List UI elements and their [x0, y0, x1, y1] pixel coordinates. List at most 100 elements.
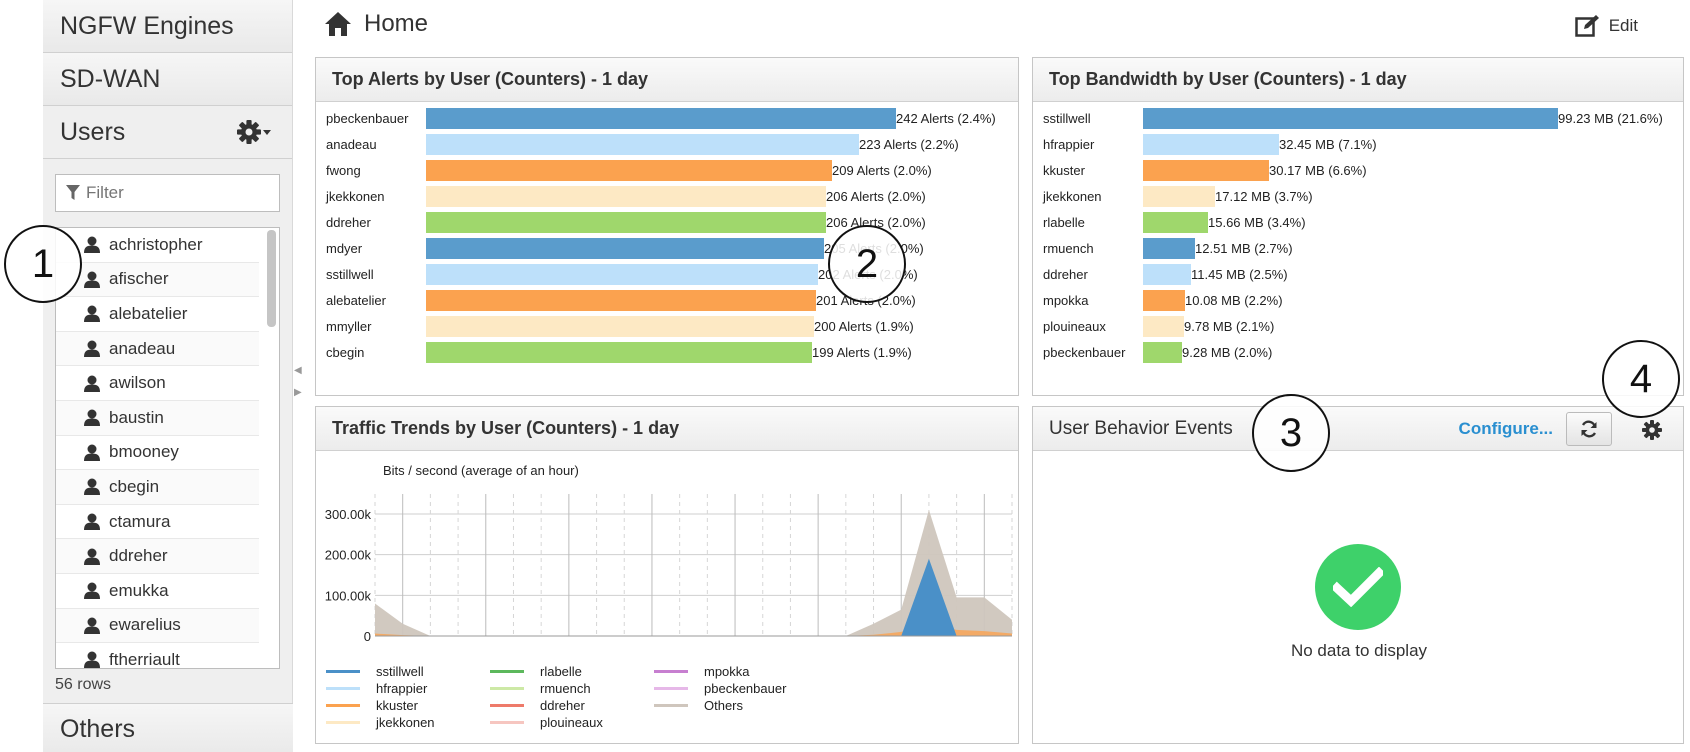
legend-label: mpokka [704, 664, 750, 679]
list-item[interactable]: achristopher [56, 228, 259, 263]
legend-item[interactable]: Others [654, 698, 743, 713]
sidebar-item-others[interactable]: Others [43, 703, 293, 752]
legend-item[interactable]: rmuench [490, 681, 591, 696]
sidebar-item-label: Users [60, 117, 126, 146]
user-list: achristopher afischer alebatelier anadeau aw… [55, 227, 280, 669]
user-icon [84, 236, 100, 254]
bar[interactable] [426, 290, 816, 311]
bar[interactable] [1143, 212, 1208, 233]
legend-swatch [490, 721, 524, 724]
sidebar-item-ngfw-engines[interactable]: NGFW Engines [43, 0, 292, 53]
legend-item[interactable]: ddreher [490, 698, 585, 713]
list-item[interactable]: anadeau [56, 331, 259, 367]
legend-swatch [326, 704, 360, 707]
user-name: emukka [109, 580, 169, 600]
user-icon [84, 409, 100, 427]
bar[interactable] [1143, 238, 1195, 259]
panel-settings-button[interactable] [1639, 417, 1665, 443]
bar-value-label: 206 Alerts (2.0%) [826, 215, 926, 230]
edit-icon [1574, 15, 1599, 37]
bar[interactable] [426, 342, 812, 363]
legend-item[interactable]: jkekkonen [326, 715, 435, 730]
list-item[interactable]: cbegin [56, 470, 259, 505]
list-item[interactable]: ftherriault [56, 643, 259, 668]
checkmark-icon [1315, 544, 1401, 630]
bar-value-label: 223 Alerts (2.2%) [859, 137, 959, 152]
list-item[interactable]: baustin [56, 400, 259, 436]
sidebar-item-sd-wan[interactable]: SD-WAN [43, 53, 292, 106]
bar[interactable] [426, 316, 814, 337]
user-name: alebatelier [109, 303, 188, 323]
bar[interactable] [1143, 342, 1182, 363]
bar[interactable] [426, 238, 824, 259]
bar-value-label: 17.12 MB (3.7%) [1215, 189, 1313, 204]
sidebar-item-users[interactable]: Users [43, 106, 292, 159]
filter-input[interactable] [86, 183, 276, 203]
list-item[interactable]: ddreher [56, 539, 259, 574]
user-icon [84, 548, 100, 565]
legend-item[interactable]: pbeckenbauer [654, 681, 786, 696]
users-settings-menu-button[interactable] [230, 116, 278, 148]
bar[interactable] [426, 160, 832, 181]
filter-icon [66, 185, 80, 200]
x-tick-label: 21:00 [553, 646, 586, 648]
list-item[interactable]: emukka [56, 573, 259, 609]
edit-button[interactable]: Edit [1574, 14, 1638, 38]
user-icon [84, 513, 100, 531]
bar[interactable] [1143, 134, 1279, 155]
legend-item[interactable]: plouineaux [490, 715, 603, 730]
list-item[interactable]: alebatelier [56, 297, 259, 332]
user-name: ctamura [109, 511, 171, 531]
bar[interactable] [426, 212, 826, 233]
legend-item[interactable]: kkuster [326, 698, 418, 713]
bar[interactable] [426, 108, 896, 129]
x-tick-label: 12:00 [968, 646, 1001, 648]
sidebar-collapse-handle[interactable]: ◀ ▶ [294, 365, 302, 398]
bar[interactable] [1143, 264, 1191, 285]
bar[interactable] [1143, 108, 1558, 129]
list-item[interactable]: afischer [56, 262, 259, 298]
bar[interactable] [1143, 316, 1184, 337]
panel-title: Top Bandwidth by User (Counters) - 1 day [1033, 58, 1683, 102]
no-data-message: No data to display [1290, 641, 1428, 660]
legend-swatch [490, 687, 524, 690]
bar-user-label: pbeckenbauer [326, 111, 409, 126]
bar-user-label: ddreher [326, 215, 371, 230]
legend-item[interactable]: rlabelle [490, 664, 582, 679]
bar-user-label: rlabelle [1043, 215, 1085, 230]
bar[interactable] [426, 186, 826, 207]
user-name: ddreher [109, 546, 168, 566]
gear-icon [1642, 420, 1662, 440]
list-item[interactable]: awilson [56, 366, 259, 401]
configure-link[interactable]: Configure... [1458, 419, 1553, 438]
legend-item[interactable]: mpokka [654, 664, 750, 679]
bar[interactable] [426, 264, 818, 285]
callout-2: 2 [828, 225, 906, 303]
legend-item[interactable]: hfrappier [326, 681, 427, 696]
series-area-sstillwell [375, 558, 1012, 636]
bar[interactable] [1143, 290, 1185, 311]
rows-count: 56 rows [55, 676, 112, 693]
refresh-button[interactable] [1566, 412, 1612, 446]
user-icon [84, 617, 100, 634]
bar-user-label: plouineaux [1043, 319, 1106, 334]
bar[interactable] [1143, 160, 1269, 181]
bar-user-label: pbeckenbauer [1043, 345, 1126, 360]
bar-user-label: fwong [326, 163, 361, 178]
page-title: Home [324, 10, 428, 38]
list-item[interactable]: bmooney [56, 435, 259, 471]
filter-field[interactable] [55, 174, 280, 212]
list-item[interactable]: ctamura [56, 504, 259, 540]
bar[interactable] [426, 134, 859, 155]
list-item[interactable]: ewarelius [56, 608, 259, 644]
page-title-text: Home [364, 10, 429, 37]
user-name: cbegin [109, 476, 160, 496]
scrollbar[interactable] [267, 230, 276, 327]
user-name: baustin [109, 407, 164, 427]
legend-item[interactable]: sstillwell [326, 664, 424, 679]
bar[interactable] [1143, 186, 1215, 207]
user-icon [84, 305, 100, 323]
y-tick-label: 100.00k [325, 588, 372, 603]
bar-value-label: 9.78 MB (2.1%) [1184, 319, 1275, 334]
bar-value-label: 242 Alerts (2.4%) [896, 111, 996, 126]
